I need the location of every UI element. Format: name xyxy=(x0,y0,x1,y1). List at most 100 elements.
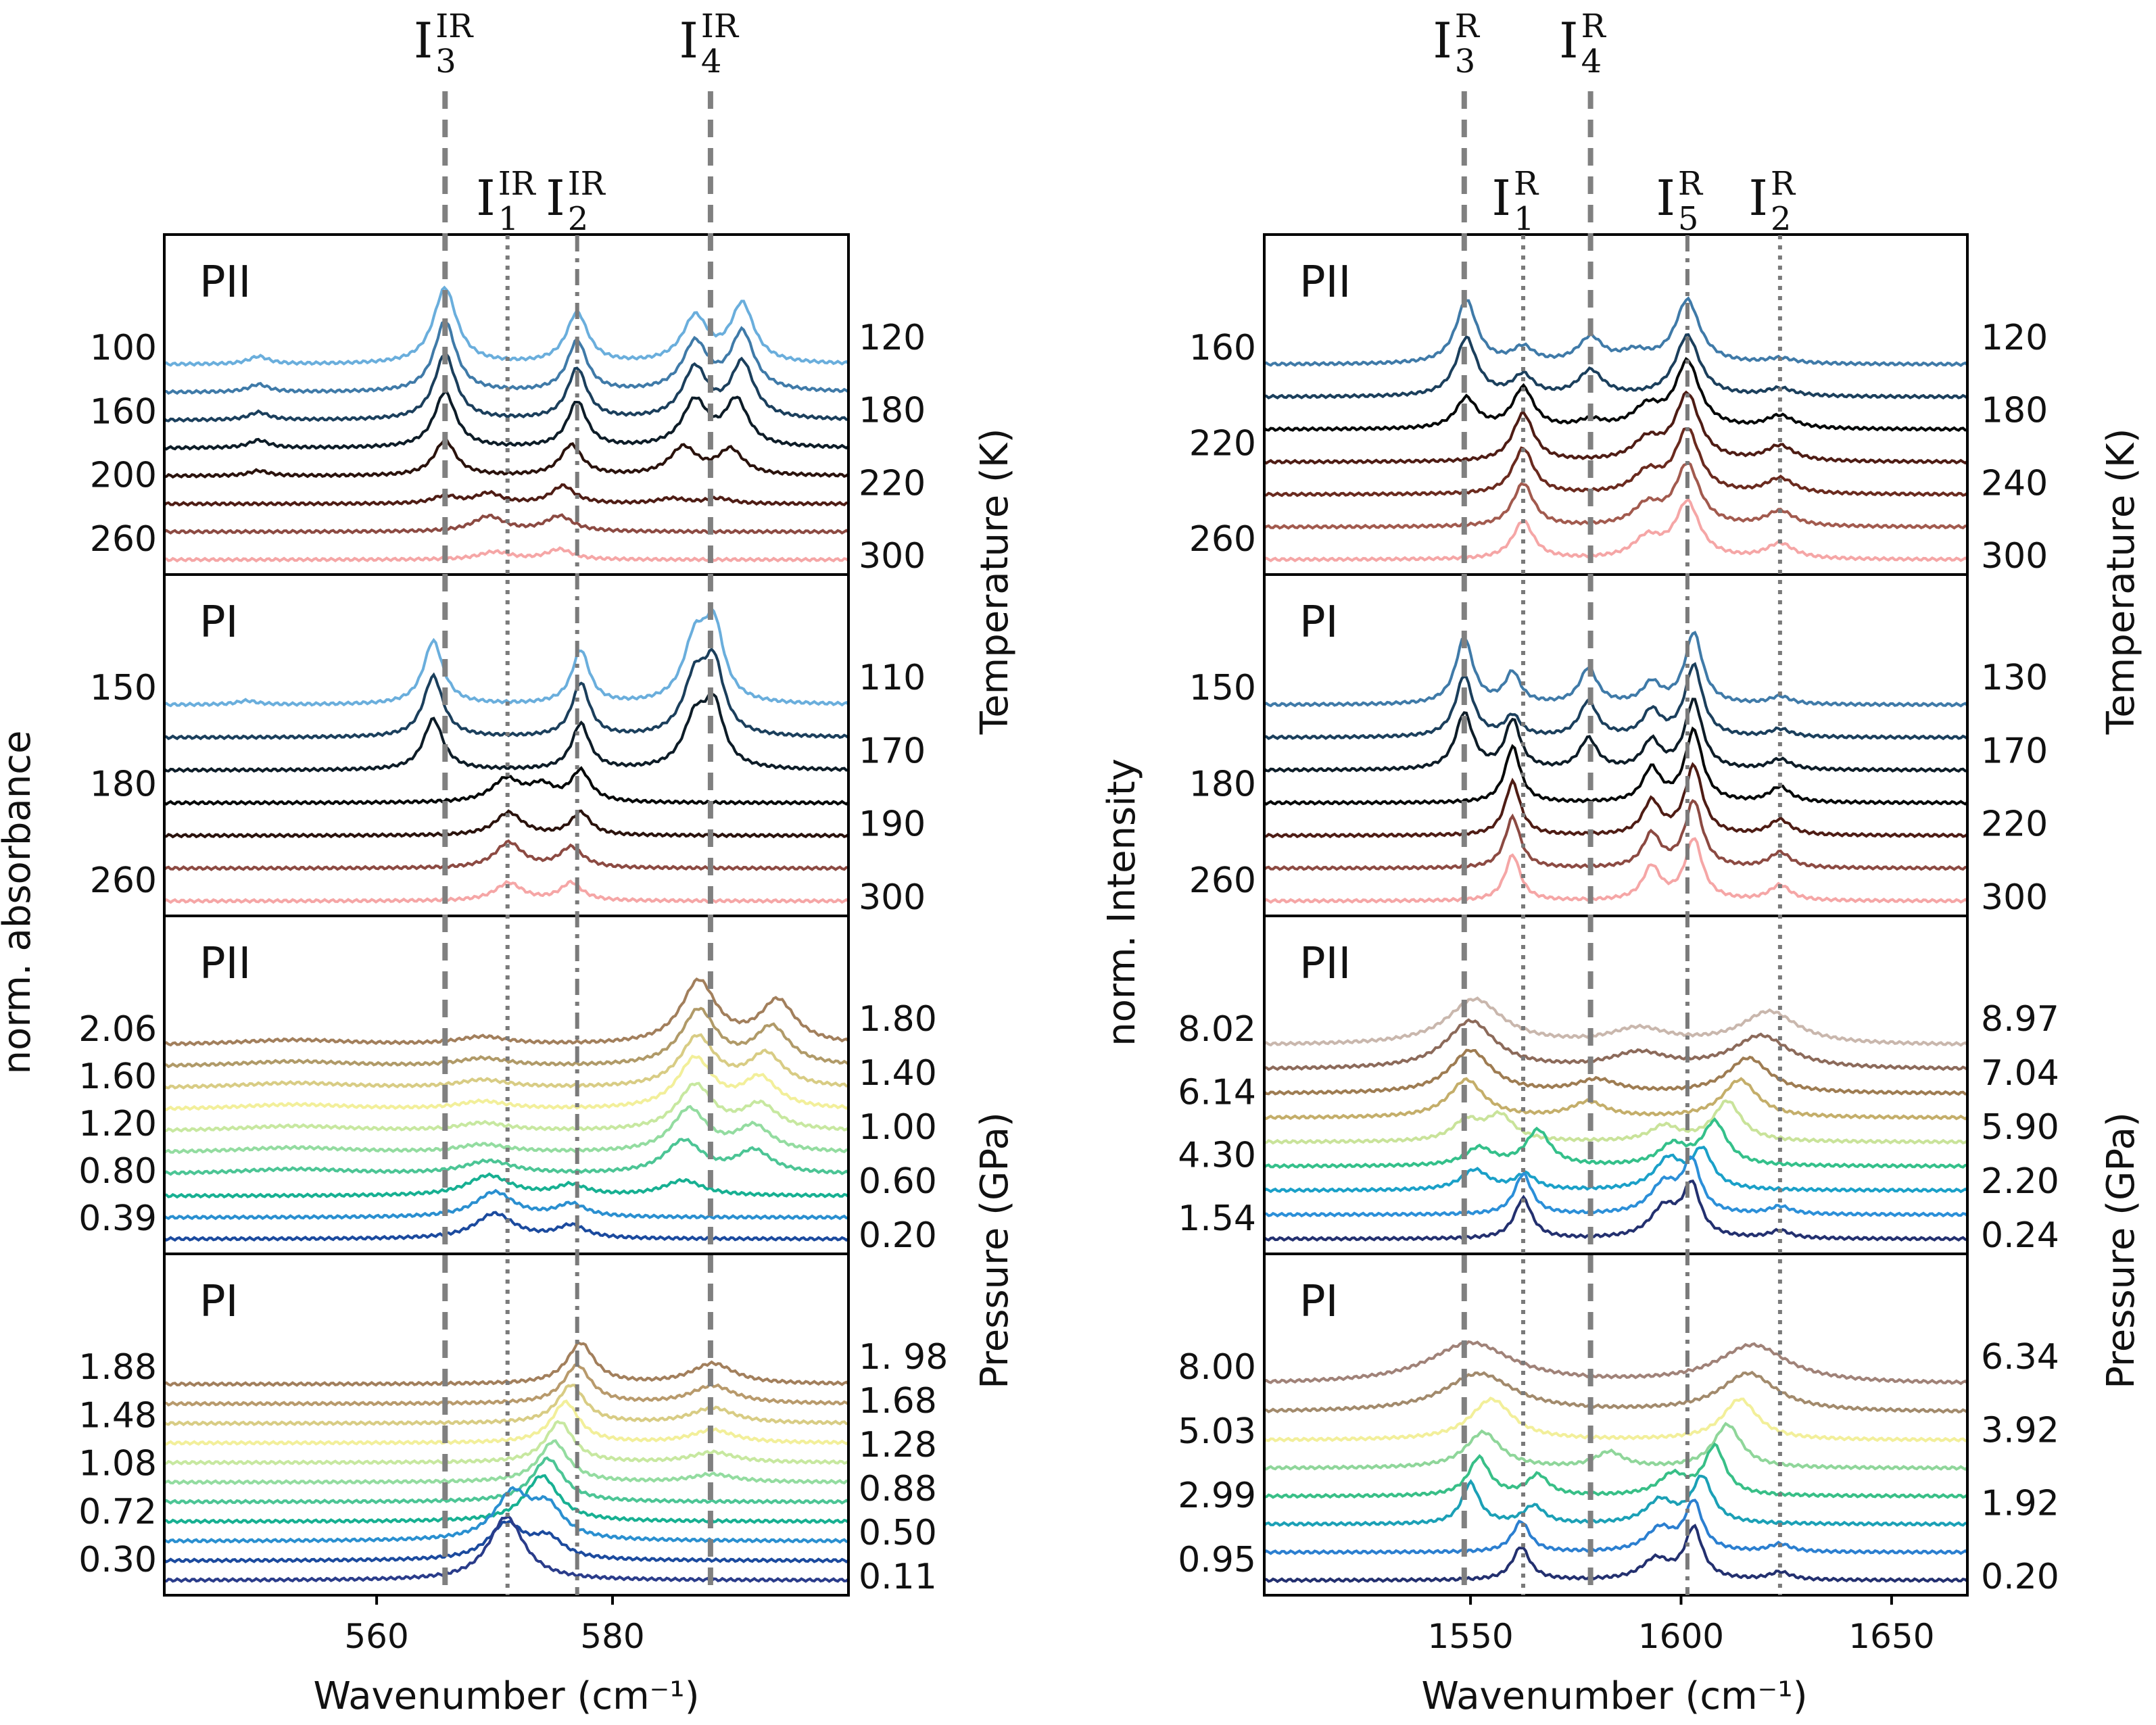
right-series-label: 220 xyxy=(1981,804,2048,845)
peak-label-base: I xyxy=(476,170,495,226)
left-series-label: 8.00 xyxy=(1178,1347,1256,1388)
left-series-label: 5.03 xyxy=(1178,1411,1256,1452)
right-series-label: 180 xyxy=(859,391,926,431)
peak-label-sub: 4 xyxy=(701,43,722,80)
right-series-label: 220 xyxy=(859,463,926,504)
right-series-label: 130 xyxy=(1981,658,2048,698)
peak-label: I R1 xyxy=(1492,165,1539,238)
spectrum-line xyxy=(1264,1422,1967,1471)
right-pressure-label: Pressure (GPa) xyxy=(2099,1112,2143,1389)
spectrum-line xyxy=(1264,1524,1967,1584)
right-series-label: 120 xyxy=(1981,318,2048,358)
right-series-label: 0.20 xyxy=(859,1215,937,1256)
right-series-label: 3.92 xyxy=(1981,1410,2059,1451)
panel-name: PII xyxy=(199,939,251,989)
spectrum-line xyxy=(164,389,848,451)
spectrum-line xyxy=(1264,1370,1967,1414)
left-series-label: 150 xyxy=(1189,668,1256,708)
left-series-label: 6.14 xyxy=(1178,1072,1256,1113)
peak-label: I R5 xyxy=(1656,165,1703,238)
spectrum-line xyxy=(164,1362,848,1407)
spectrum-line xyxy=(164,1104,848,1155)
left-series-label: 160 xyxy=(90,391,157,432)
peak-label-sup: R xyxy=(1514,165,1539,203)
spectrum-line xyxy=(1264,1048,1967,1096)
peak-label-base: I xyxy=(679,12,698,69)
spectrum-line xyxy=(1264,1340,1967,1386)
right-series-label: 1.00 xyxy=(859,1107,937,1148)
spectra-figure-2: PII160220260120180240300PI15018026013017… xyxy=(1178,7,2059,1656)
right-series-label: 120 xyxy=(859,318,926,358)
spectra-lines xyxy=(1264,296,1967,562)
spectrum-line xyxy=(1264,726,1967,806)
spectrum-line xyxy=(1264,799,1967,871)
x-tick-label: 1600 xyxy=(1638,1617,1724,1656)
right-series-label: 1. 98 xyxy=(859,1337,948,1378)
spectra-lines xyxy=(1264,1340,1967,1584)
panel-name: PI xyxy=(1299,598,1338,648)
spectrum-line xyxy=(164,1138,848,1176)
peak-label-base: I xyxy=(1433,12,1452,69)
right-series-label: 0.60 xyxy=(859,1161,937,1202)
spectrum-line xyxy=(1264,390,1967,465)
spectrum-line xyxy=(164,483,848,507)
spectrum-line xyxy=(1264,497,1967,562)
left-series-label: 4.30 xyxy=(1178,1136,1256,1176)
plot-layer: PII100160200260120180220300PI15018026011… xyxy=(78,7,2059,1656)
right-series-label: 0.50 xyxy=(859,1513,937,1553)
x-tick-label: 580 xyxy=(580,1617,644,1656)
panel-name: PI xyxy=(199,598,238,648)
peak-label-sup: R xyxy=(1455,7,1481,45)
peak-label-sup: IR xyxy=(568,165,606,203)
spectrum-line xyxy=(1264,1018,1967,1071)
left-series-label: 180 xyxy=(1189,764,1256,805)
spectrum-line xyxy=(164,1054,848,1112)
spectrum-line xyxy=(1264,1155,1967,1218)
peak-label-sup: R xyxy=(1771,165,1796,203)
left-series-label: 0.39 xyxy=(78,1198,157,1239)
right-series-label: 2.20 xyxy=(1981,1161,2059,1202)
spectrum-line xyxy=(164,766,848,806)
peak-label-sub: 4 xyxy=(1581,43,1602,80)
right-xlabel: Wavenumber (cm⁻¹) xyxy=(1421,1674,1807,1718)
peak-label-sub: 2 xyxy=(1771,200,1792,238)
spectrum-line xyxy=(164,606,848,708)
left-series-label: 0.95 xyxy=(1178,1540,1256,1580)
spectrum-line xyxy=(164,1188,848,1221)
peak-label: I IR2 xyxy=(546,165,606,238)
left-series-label: 1.08 xyxy=(78,1444,157,1484)
spectrum-line xyxy=(1264,333,1967,400)
spectrum-line xyxy=(164,1474,848,1524)
peak-label-sup: R xyxy=(1678,165,1704,203)
peak-label-base: I xyxy=(1748,170,1767,226)
left-series-label: 220 xyxy=(1189,424,1256,464)
spectrum-line xyxy=(1264,996,1967,1047)
left-series-label: 2.06 xyxy=(78,1009,157,1050)
right-series-label: 190 xyxy=(859,804,926,845)
peak-label: I R4 xyxy=(1559,7,1606,80)
left-series-label: 1.60 xyxy=(78,1056,157,1097)
left-series-label: 150 xyxy=(90,668,157,708)
spectrum-line xyxy=(1264,461,1967,530)
left-series-label: 160 xyxy=(1189,328,1256,368)
left-ylabel: norm. absorbance xyxy=(0,731,39,1075)
spectrum-line xyxy=(164,1399,848,1447)
left-series-label: 260 xyxy=(1189,519,1256,560)
peak-label-sup: IR xyxy=(435,7,474,45)
right-series-label: 1.80 xyxy=(859,999,937,1040)
x-tick-label: 1550 xyxy=(1427,1617,1513,1656)
panel-name: PII xyxy=(199,258,251,308)
panel-name: PII xyxy=(1299,939,1351,989)
left-temperature-label: Temperature (K) xyxy=(973,429,1017,735)
right-series-label: 6.34 xyxy=(1981,1337,2059,1378)
right-series-label: 180 xyxy=(1981,391,2048,431)
peak-label-sub: 1 xyxy=(1514,200,1535,238)
right-series-label: 7.04 xyxy=(1981,1053,2059,1094)
right-series-label: 300 xyxy=(1981,877,2048,918)
peak-label-sub: 2 xyxy=(568,200,589,238)
left-series-label: 260 xyxy=(90,519,157,560)
spectrum-line xyxy=(1264,762,1967,839)
right-series-label: 1.68 xyxy=(859,1381,937,1422)
spectrum-line xyxy=(164,352,848,423)
